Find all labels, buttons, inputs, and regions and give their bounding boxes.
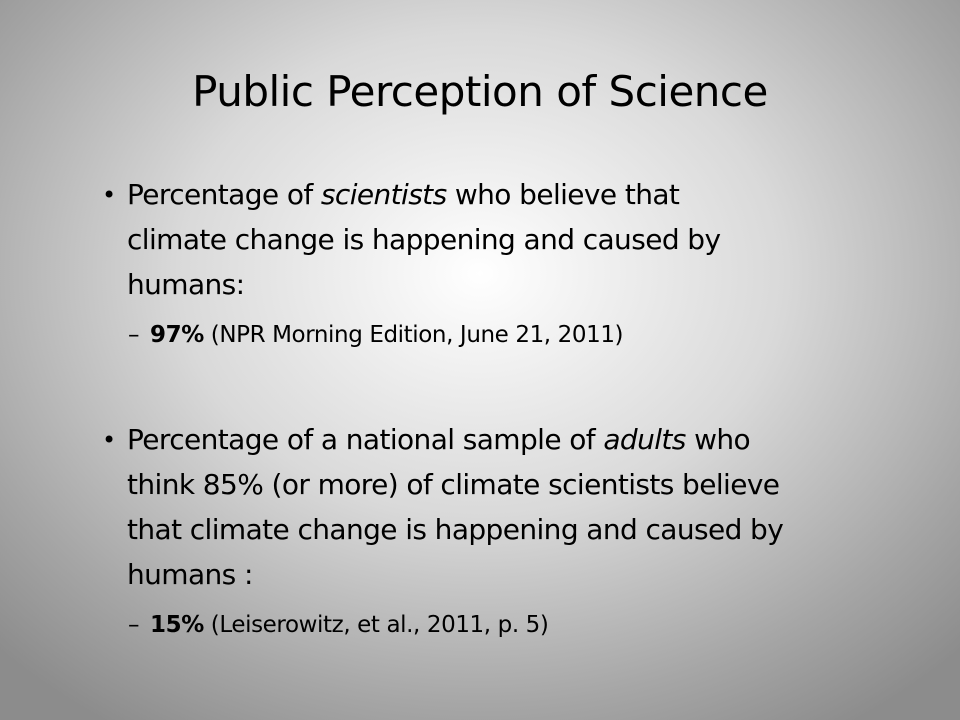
- text-run: think 85% (or more) of climate scientist…: [127, 468, 780, 501]
- text-run: 15%: [150, 612, 204, 638]
- text-run: that climate change is happening and cau…: [127, 513, 784, 546]
- text-run: who believe that: [446, 178, 680, 211]
- sub-bullet-line: 97% (NPR Morning Edition, June 21, 2011): [150, 315, 624, 355]
- text-run: (Leiserowitz, et al., 2011, p. 5): [203, 612, 549, 638]
- text-run: climate change is happening and caused b…: [127, 223, 721, 256]
- bullet-line: climate change is happening and caused b…: [127, 220, 721, 260]
- bullet-line: Percentage of a national sample of adult…: [127, 420, 751, 460]
- text-run: Percentage of a national sample of: [127, 423, 604, 456]
- text-run: Percentage of: [127, 178, 321, 211]
- text-run: 97%: [150, 322, 204, 348]
- sub-marker: –: [128, 322, 140, 348]
- bullet-line: that climate change is happening and cau…: [127, 510, 784, 550]
- bullet-marker: •: [102, 426, 117, 454]
- bullet-line: think 85% (or more) of climate scientist…: [127, 465, 780, 505]
- text-run: scientists: [320, 178, 447, 211]
- bullet-line: humans :: [127, 555, 253, 595]
- sub-marker: –: [128, 612, 140, 638]
- text-run: adults: [603, 423, 686, 456]
- sub-bullet-line: 15% (Leiserowitz, et al., 2011, p. 5): [150, 605, 549, 645]
- bullet-line: humans:: [127, 265, 245, 305]
- bullet-line: Percentage of scientists who believe tha…: [127, 175, 680, 215]
- text-run: humans:: [127, 268, 245, 301]
- bullet-marker: •: [102, 181, 117, 209]
- slide-title: Public Perception of Science: [192, 67, 768, 116]
- text-run: (NPR Morning Edition, June 21, 2011): [203, 322, 624, 348]
- text-run: who: [685, 423, 751, 456]
- text-run: humans :: [127, 558, 253, 591]
